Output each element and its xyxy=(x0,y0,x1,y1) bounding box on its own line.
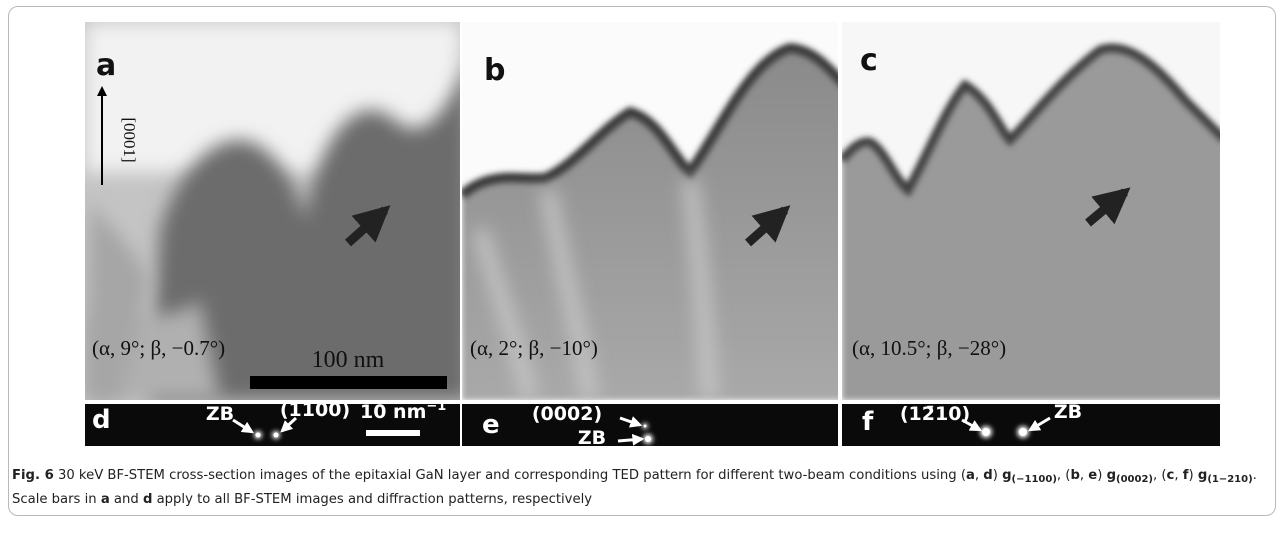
figure-frame xyxy=(8,6,1276,516)
diffraction-spots xyxy=(254,423,1029,444)
panel-ref: c xyxy=(1166,468,1175,483)
angle-label: (α, 2°; β, −10°) xyxy=(470,336,598,360)
diffraction-f xyxy=(842,404,1220,446)
spot-label: ZB xyxy=(1054,401,1082,423)
angle-label: (α, 10.5°; β, −28°) xyxy=(852,336,1006,360)
panel-ref: e xyxy=(1088,468,1098,483)
caption-text: , xyxy=(974,468,984,483)
caption-text: apply to all BF-STEM images and diffract… xyxy=(152,492,593,507)
panel-ref: a xyxy=(966,468,975,483)
scale-bar-exponent: −1 xyxy=(426,399,446,414)
caption-text: , xyxy=(1079,468,1089,483)
spot-label: (1̄100) xyxy=(280,399,350,421)
vector-index: (−1100) xyxy=(1011,474,1057,485)
caption-text: , xyxy=(1174,468,1183,483)
diffraction-d xyxy=(85,404,460,446)
panel-ref: d xyxy=(142,492,153,507)
scale-bar xyxy=(366,430,420,436)
vector: g xyxy=(1106,468,1117,483)
caption-text: and xyxy=(109,492,143,507)
vector: g xyxy=(1002,468,1012,483)
figure-number: Fig. 6 xyxy=(12,468,54,483)
panel-label: b xyxy=(484,53,505,88)
caption-text: , ( xyxy=(1056,468,1071,483)
vector-index: (1−210) xyxy=(1207,474,1253,485)
stem-image-b xyxy=(462,22,838,400)
caption-text: ) xyxy=(1097,468,1107,483)
caption-text: ) xyxy=(1188,468,1198,483)
caption-text: ) xyxy=(992,468,1003,483)
panel-label: a xyxy=(96,48,116,83)
axis-label: [0001] xyxy=(120,117,139,162)
scale-bar-value: 10 nm xyxy=(360,401,426,423)
spot-label: (12̄10) xyxy=(900,403,970,425)
panel-ref: a xyxy=(100,492,110,507)
panel-label: f xyxy=(862,407,874,437)
scale-bar-label: 10 nm−1 xyxy=(360,399,446,423)
panel-label: d xyxy=(92,405,111,435)
caption: Fig. 6 30 keV BF-STEM cross-section imag… xyxy=(12,466,1267,510)
scale-bar-label: 100 nm xyxy=(312,347,385,373)
spot-label: ZB xyxy=(206,403,234,425)
vector-index: (0002) xyxy=(1116,474,1154,485)
panel-label: c xyxy=(860,43,878,78)
panel-ref: f xyxy=(1182,468,1189,483)
scale-bar xyxy=(250,376,447,389)
panel-ref: d xyxy=(983,468,993,483)
spot-label: (0002) xyxy=(532,403,602,425)
caption-text: 30 keV BF-STEM cross-section images of t… xyxy=(53,468,966,483)
caption-text: , ( xyxy=(1153,468,1167,483)
vector: g xyxy=(1197,468,1208,483)
panel-label: e xyxy=(482,410,500,440)
stem-image-c xyxy=(842,22,1220,400)
caption-text: . Scale bars in xyxy=(12,468,1257,507)
spot-label: ZB xyxy=(578,427,606,449)
spot-arrows xyxy=(232,416,1051,446)
panel-ref: b xyxy=(1070,468,1080,483)
stem-image-a xyxy=(85,22,460,400)
angle-label: (α, 9°; β, −0.7°) xyxy=(92,336,225,360)
